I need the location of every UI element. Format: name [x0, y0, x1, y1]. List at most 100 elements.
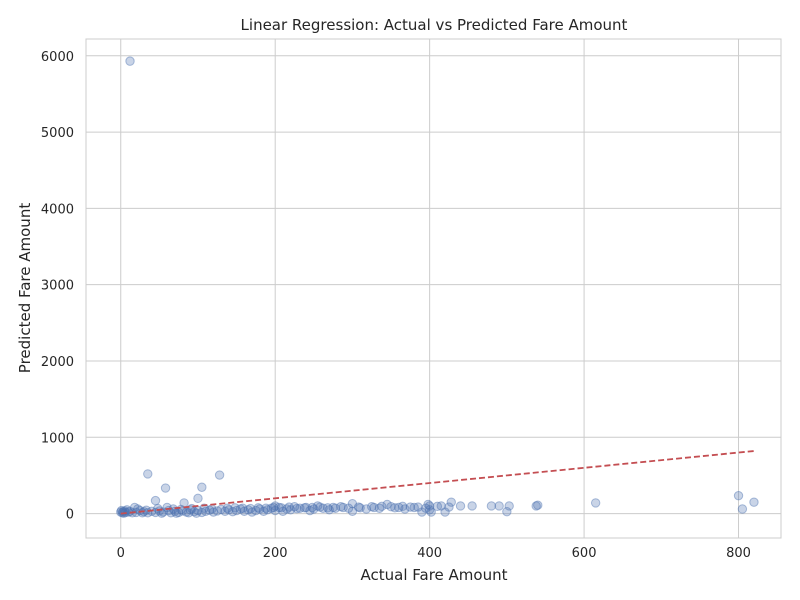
- data-points: [116, 56, 759, 518]
- scatter-point: [258, 506, 269, 516]
- scatter-point: [737, 504, 748, 514]
- scatter-point: [253, 503, 263, 513]
- scatter-point: [590, 498, 601, 508]
- scatter-point: [312, 501, 323, 511]
- scatter-point: [494, 501, 504, 511]
- scatter-point: [423, 499, 433, 510]
- x-tick-labels: 0 200 400 600 800: [117, 546, 751, 561]
- y-tick-label: 6000: [41, 50, 74, 65]
- scatter-point: [274, 502, 284, 513]
- scatter-point: [282, 504, 292, 514]
- scatter-point: [231, 505, 242, 516]
- scatter-point: [150, 495, 161, 506]
- scatter-point: [397, 501, 408, 512]
- scatter-point: [733, 490, 744, 501]
- scatter-point: [239, 506, 250, 516]
- scatter-point: [315, 502, 325, 512]
- scatter-point: [197, 507, 207, 518]
- scatter-point: [251, 505, 261, 516]
- x-tick-label: 800: [726, 546, 751, 561]
- y-tick-label: 2000: [41, 355, 74, 370]
- y-tick-label: 4000: [41, 202, 74, 217]
- scatter-point: [116, 507, 126, 517]
- scatter-point: [270, 505, 280, 516]
- scatter-point: [446, 497, 456, 507]
- scatter-point: [122, 505, 132, 515]
- scatter-point: [276, 503, 287, 513]
- scatter-point: [207, 504, 217, 514]
- scatter-point: [432, 501, 443, 512]
- scatter-point: [367, 502, 377, 512]
- x-tick-label: 200: [263, 546, 288, 561]
- y-tick-label: 3000: [41, 279, 74, 294]
- y-axis-label: Predicted Fare Amount: [16, 203, 34, 374]
- scatter-point: [328, 502, 338, 513]
- scatter-point: [262, 505, 273, 515]
- scatter-point: [421, 503, 431, 513]
- scatter-point: [171, 508, 182, 518]
- scatter-point: [336, 502, 346, 512]
- scatter-point: [228, 506, 238, 517]
- scatter-point: [208, 507, 219, 517]
- scatter-point: [200, 506, 211, 516]
- scatter-point: [440, 507, 450, 517]
- scatter-point: [343, 503, 354, 513]
- scatter-point: [504, 501, 514, 511]
- scatter-point: [125, 56, 135, 66]
- scatter-point: [377, 501, 387, 512]
- scatter-point: [394, 502, 404, 513]
- scatter-point: [361, 504, 372, 514]
- scatter-point: [285, 505, 296, 515]
- y-tick-label: 1000: [41, 431, 74, 446]
- scatter-point: [214, 470, 225, 480]
- scatter-point: [424, 505, 435, 515]
- scatter-point: [323, 503, 333, 513]
- scatter-point: [292, 503, 302, 514]
- y-tick-labels: 0 1000 2000 3000 4000 5000 6000: [41, 50, 74, 523]
- scatter-point: [369, 502, 379, 513]
- reference-line-group: [120, 450, 755, 515]
- scatter-point: [374, 503, 385, 513]
- scatter-point: [467, 501, 477, 511]
- gridlines: [86, 39, 781, 538]
- scatter-point: [170, 506, 180, 516]
- scatter-point: [436, 501, 446, 511]
- scatter-point: [177, 506, 188, 516]
- scatter-point: [400, 504, 410, 514]
- scatter-point: [301, 502, 311, 513]
- y-tick-label: 0: [66, 508, 74, 523]
- scatter-point: [409, 502, 419, 513]
- scatter-point: [224, 505, 234, 515]
- scatter-point: [413, 502, 423, 512]
- scatter-point: [502, 506, 512, 517]
- scatter-point: [330, 503, 341, 513]
- x-axis-label: Actual Fare Amount: [361, 566, 508, 584]
- scatter-point: [305, 505, 315, 516]
- scatter-point: [324, 505, 334, 515]
- scatter-point: [255, 504, 265, 514]
- scatter-point: [347, 506, 358, 516]
- scatter-point: [216, 504, 226, 515]
- scatter-point: [386, 502, 396, 512]
- scatter-point: [390, 503, 400, 513]
- scatter-point: [261, 503, 271, 513]
- scatter-point: [382, 499, 392, 510]
- scatter-point: [486, 501, 497, 511]
- x-tick-label: 400: [417, 546, 442, 561]
- scatter-point: [309, 504, 319, 514]
- x-tick-label: 600: [572, 546, 597, 561]
- scatter-point: [307, 502, 317, 513]
- scatter-point: [426, 507, 436, 517]
- scatter-point: [204, 505, 215, 515]
- scatter-point: [318, 503, 328, 513]
- scatter-point: [444, 502, 454, 512]
- scatter-point: [238, 503, 248, 513]
- scatter-point: [125, 506, 135, 516]
- scatter-point: [533, 500, 543, 510]
- scatter-point: [455, 501, 466, 511]
- y-tick-label: 5000: [41, 126, 74, 141]
- scatter-point: [270, 501, 280, 511]
- scatter-point: [355, 503, 365, 513]
- scatter-point: [531, 501, 541, 511]
